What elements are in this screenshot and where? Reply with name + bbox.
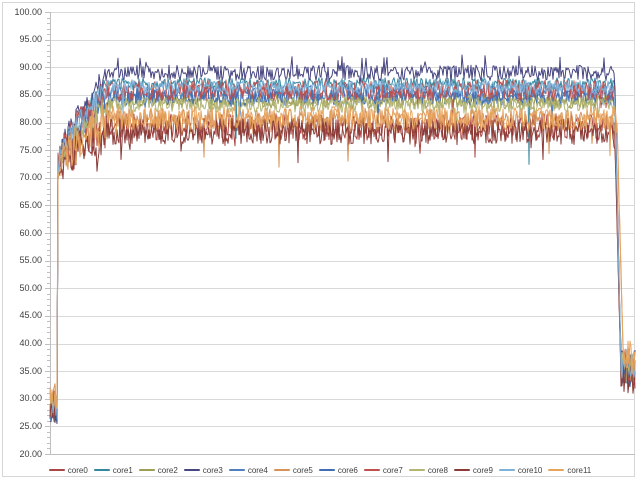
legend-label-core1: core1 bbox=[112, 465, 133, 475]
legend-label-core9: core9 bbox=[472, 465, 493, 475]
legend-marker-core7 bbox=[363, 469, 380, 471]
y-axis-tick-label: 100.00 bbox=[14, 6, 42, 17]
series-line-core9 bbox=[49, 113, 636, 424]
legend-marker-core10 bbox=[498, 469, 515, 471]
legend-entry-core7: core7 bbox=[363, 465, 403, 475]
y-axis-tick-label: 50.00 bbox=[19, 282, 42, 293]
legend-label-core0: core0 bbox=[67, 465, 88, 475]
legend-label-core11: core11 bbox=[567, 465, 592, 475]
series-line-core11 bbox=[49, 102, 636, 409]
y-axis-tick-label: 45.00 bbox=[19, 310, 42, 321]
series-line-core0 bbox=[49, 110, 636, 421]
legend-marker-core3 bbox=[183, 469, 200, 471]
y-axis-tick-label: 95.00 bbox=[19, 34, 42, 45]
legend-entry-core0: core0 bbox=[48, 465, 88, 475]
legend-entry-core4: core4 bbox=[228, 465, 268, 475]
legend-entry-core6: core6 bbox=[318, 465, 358, 475]
legend-label-core8: core8 bbox=[427, 465, 448, 475]
legend-entry-core9: core9 bbox=[453, 465, 493, 475]
y-axis-tick-label: 40.00 bbox=[19, 338, 42, 348]
legend-marker-core6 bbox=[318, 469, 335, 471]
legend-label-core5: core5 bbox=[292, 465, 313, 475]
legend-label-core2: core2 bbox=[157, 465, 178, 475]
legend-label-core3: core3 bbox=[202, 465, 223, 475]
legend-entry-core10: core10 bbox=[498, 465, 543, 475]
legend: core0 core1 core2 core3 core4 core5 core6 core7… bbox=[6, 463, 634, 477]
legend-entry-core2: core2 bbox=[138, 465, 178, 475]
legend-entry-core11: core11 bbox=[548, 466, 591, 475]
y-axis-tick-label: 30.00 bbox=[19, 393, 42, 404]
legend-label-core4: core4 bbox=[247, 465, 268, 475]
y-axis-tick-label: 25.00 bbox=[19, 420, 42, 431]
series-line-core3 bbox=[49, 54, 636, 424]
legend-entry-core8: core8 bbox=[408, 465, 448, 475]
legend-marker-core11 bbox=[548, 469, 565, 471]
y-axis-tick-label: 65.00 bbox=[19, 199, 42, 210]
legend-entry-core1: core1 bbox=[93, 465, 133, 475]
legend-marker-core2 bbox=[138, 469, 155, 471]
series-line-core1 bbox=[49, 77, 636, 422]
legend-label-core7: core7 bbox=[382, 465, 403, 475]
legend-marker-core1 bbox=[93, 469, 110, 471]
legend-label-core6: core6 bbox=[337, 465, 358, 475]
y-axis-tick-label: 55.00 bbox=[19, 255, 42, 266]
series-line-core5 bbox=[49, 105, 636, 407]
series-line-core10 bbox=[49, 79, 636, 416]
legend-marker-core4 bbox=[228, 469, 245, 471]
y-axis-tick-label: 80.00 bbox=[19, 117, 42, 127]
legend-marker-core5 bbox=[273, 469, 290, 471]
y-axis-tick-label: 20.00 bbox=[19, 448, 42, 459]
legend-marker-core0 bbox=[48, 469, 65, 471]
legend-entry-core5: core5 bbox=[273, 465, 313, 475]
legend-marker-core8 bbox=[408, 469, 425, 471]
y-axis-tick-label: 35.00 bbox=[19, 365, 42, 376]
y-axis-tick-label: 70.00 bbox=[19, 172, 42, 183]
series-line-core8 bbox=[49, 96, 636, 416]
y-axis-tick-label: 60.00 bbox=[19, 227, 42, 238]
y-axis-tick-label: 90.00 bbox=[19, 61, 42, 72]
y-axis-tick-label: 85.00 bbox=[19, 89, 42, 100]
y-axis-tick-label: 75.00 bbox=[19, 144, 42, 155]
legend-marker-core9 bbox=[453, 469, 470, 471]
legend-entry-core3: core3 bbox=[183, 465, 223, 475]
legend-label-core10: core10 bbox=[517, 465, 543, 475]
